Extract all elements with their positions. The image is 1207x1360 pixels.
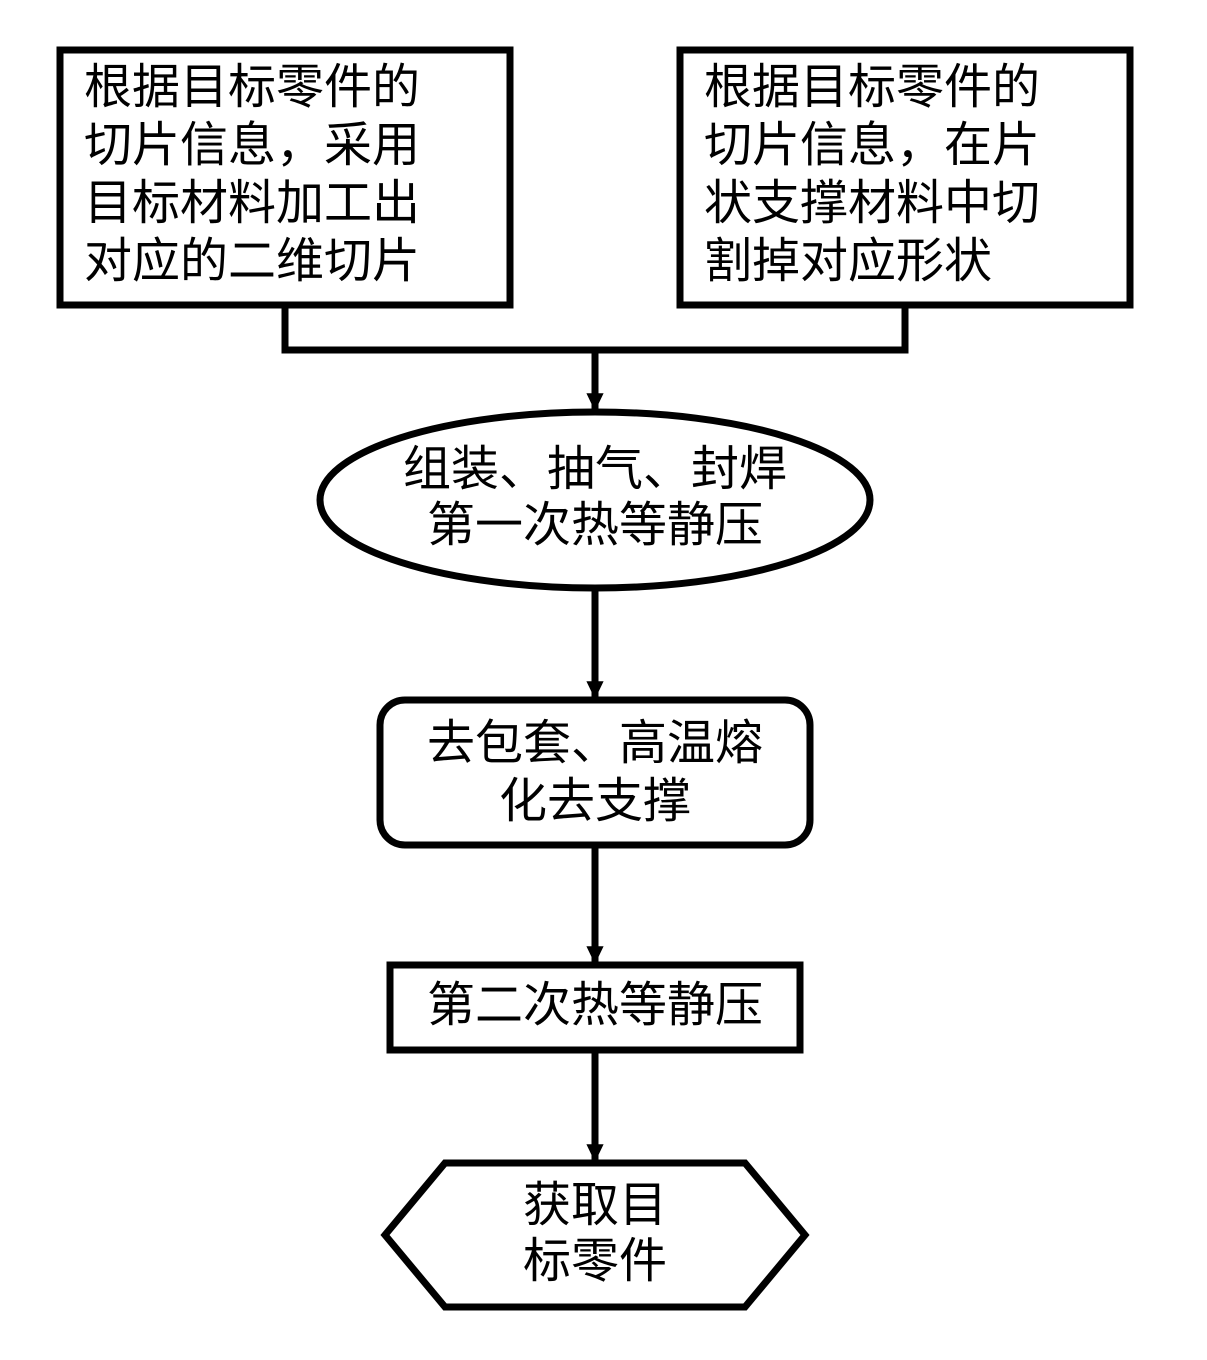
node-text-step1b-line1: 切片信息，在片 <box>704 119 1040 172</box>
node-text-step5-line1: 标零件 <box>523 1235 667 1288</box>
node-text-step1a-line3: 对应的二维切片 <box>84 235 420 288</box>
node-text-step2-line0: 组装、抽气、封焊 <box>403 443 787 496</box>
node-text-step4-line0: 第二次热等静压 <box>427 979 763 1032</box>
node-text-step1b-line2: 状支撑材料中切 <box>704 177 1040 230</box>
node-step1a: 根据目标零件的切片信息，采用目标材料加工出对应的二维切片 <box>60 50 510 305</box>
node-text-step1b-line0: 根据目标零件的 <box>704 61 1040 114</box>
node-text-step1a-line0: 根据目标零件的 <box>84 61 420 114</box>
edge-e3 <box>587 845 603 963</box>
node-step2: 组装、抽气、封焊第一次热等静压 <box>320 412 870 588</box>
node-step1b: 根据目标零件的切片信息，在片状支撑材料中切割掉对应形状 <box>680 50 1130 305</box>
flowchart-container: 根据目标零件的切片信息，采用目标材料加工出对应的二维切片根据目标零件的切片信息，… <box>20 30 1187 1330</box>
edge-e1 <box>285 305 905 350</box>
node-step5: 获取目标零件 <box>385 1163 805 1307</box>
node-text-step3-line0: 去包套、高温熔 <box>427 717 763 770</box>
node-step3: 去包套、高温熔化去支撑 <box>380 700 810 845</box>
node-text-step5-line0: 获取目 <box>523 1179 667 1232</box>
edge-e4 <box>587 1050 603 1161</box>
node-text-step3-line1: 化去支撑 <box>499 775 691 828</box>
edge-e1b <box>587 350 603 410</box>
node-text-step1b-line3: 割掉对应形状 <box>704 235 992 288</box>
node-text-step1a-line1: 切片信息，采用 <box>84 119 420 172</box>
node-text-step1a-line2: 目标材料加工出 <box>84 177 420 230</box>
node-text-step2-line1: 第一次热等静压 <box>427 499 763 552</box>
edge-e2 <box>587 588 603 698</box>
node-step4: 第二次热等静压 <box>390 965 800 1050</box>
flowchart-svg: 根据目标零件的切片信息，采用目标材料加工出对应的二维切片根据目标零件的切片信息，… <box>20 30 1187 1330</box>
